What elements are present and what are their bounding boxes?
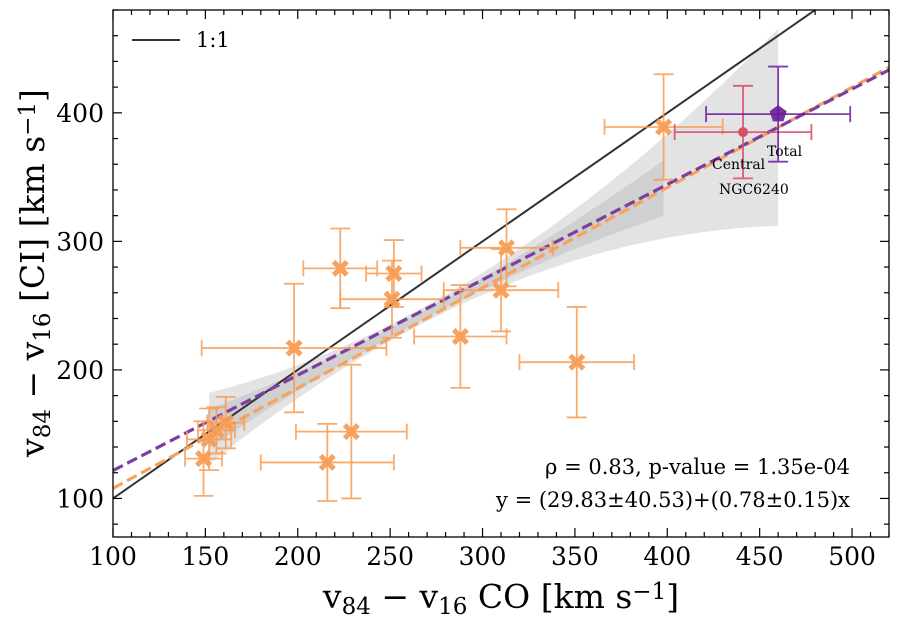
y-axis-title-sup: −1 [15, 102, 41, 136]
data-point-total [769, 105, 787, 122]
x-tick-label-400: 400 [643, 542, 691, 571]
confidence-bands [209, 28, 779, 465]
data-point-14 [655, 118, 673, 136]
data-markers [195, 105, 787, 471]
y-tick-label-300: 300 [56, 227, 104, 256]
y-axis-title-end: ] [13, 89, 52, 102]
x-tick-label-100: 100 [89, 542, 137, 571]
y-axis-title: v84 − v16 [CI] [km s−1] [13, 89, 56, 458]
plot-frame [112, 9, 890, 538]
y-axis-title-main: v [13, 438, 52, 458]
point-label-total: Total [767, 144, 803, 160]
x-tick-labels: 100 150 200 250 300 350 400 450 500 [89, 542, 876, 571]
data-point-3 [217, 414, 235, 432]
y-tick-labels: 100 200 300 400 [56, 99, 104, 514]
point-label-central: Central [712, 157, 766, 173]
legend-label-one-to-one: 1:1 [196, 28, 230, 52]
data-point-9 [385, 265, 403, 282]
x-tick-label-150: 150 [182, 542, 230, 571]
point-label-ngc6240: NGC6240 [719, 182, 789, 198]
x-axis-title-end: ] [666, 577, 679, 616]
data-point-central [738, 127, 749, 138]
x-tick-label-300: 300 [459, 542, 507, 571]
annotation-fit-equation: y = (29.83±40.53)+(0.78±0.15)x [495, 488, 850, 512]
y-axis-title-species: [CI] [km s [13, 136, 52, 313]
data-point-13 [568, 353, 586, 371]
x-axis-title-sub1: 84 [342, 594, 371, 620]
x-axis-title-minus: − v [371, 577, 439, 616]
data-point-5 [318, 453, 336, 471]
data-point-7 [342, 423, 360, 441]
legend: 1:1 [132, 28, 230, 52]
x-axis-title-sup: −1 [632, 579, 666, 605]
x-tick-label-250: 250 [366, 542, 414, 571]
one-to-one-line [113, 10, 817, 500]
annotation-correlation: ρ = 0.83, p-value = 1.35e-04 [545, 455, 850, 479]
x-axis-title-species: CO [km s [467, 577, 632, 616]
y-tick-label-200: 200 [56, 356, 104, 385]
x-axis-title-sub2: 16 [438, 594, 467, 620]
x-tick-label-450: 450 [736, 542, 784, 571]
x-axis-title-main: v [322, 577, 342, 616]
data-point-12 [498, 239, 515, 257]
data-point-10 [451, 328, 469, 345]
data-point-0 [195, 450, 212, 468]
x-tick-label-350: 350 [551, 542, 599, 571]
data-point-6 [331, 259, 349, 277]
x-tick-label-200: 200 [274, 542, 322, 571]
y-axis-title-minus: − v [13, 341, 52, 409]
x-tick-label-500: 500 [828, 542, 876, 571]
data-point-4 [285, 339, 303, 357]
confidence-band-inner [209, 160, 664, 449]
y-axis-title-sub1: 84 [30, 409, 56, 438]
data-point-8 [383, 290, 401, 308]
y-tick-label-400: 400 [56, 99, 104, 128]
data-point-11 [492, 281, 510, 299]
y-axis-title-sub2: 16 [30, 312, 56, 341]
y-tick-label-100: 100 [56, 484, 104, 513]
x-axis-title: v84 − v16 CO [km s−1] [322, 577, 679, 620]
